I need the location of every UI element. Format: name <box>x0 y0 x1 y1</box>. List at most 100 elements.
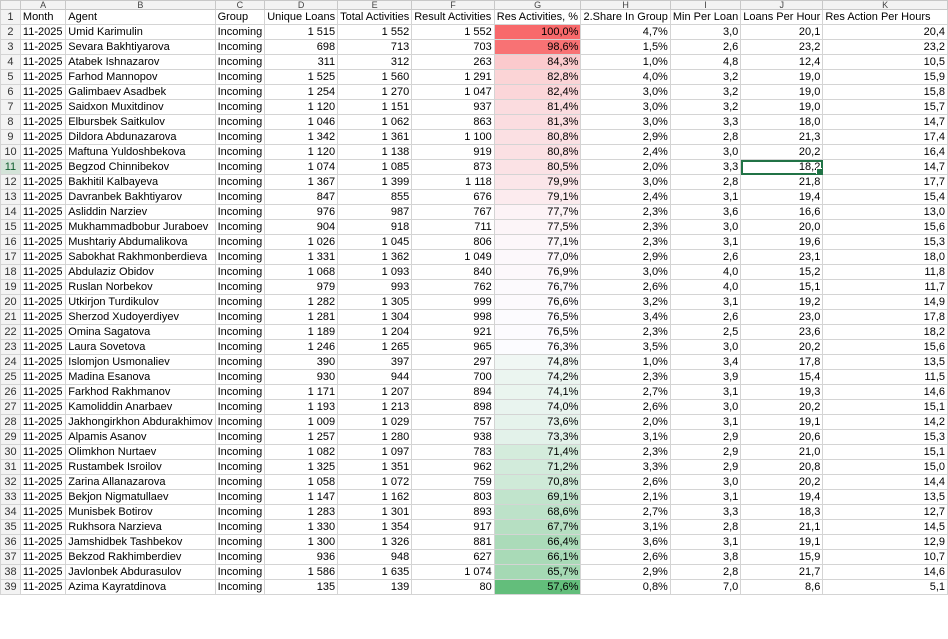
cell-res-action-per-hours[interactable]: 11,5 <box>822 369 948 385</box>
cell-agent[interactable]: Sabokhat Rakhmonberdieva <box>65 249 216 265</box>
cell-min-per-loan[interactable]: 3,8 <box>669 549 742 565</box>
cell-month[interactable]: 11-2025 <box>19 234 67 250</box>
cell-unique-loans[interactable]: 1 189 <box>264 324 339 340</box>
cell-group[interactable]: Incoming <box>214 189 266 205</box>
cell-group[interactable]: Incoming <box>214 459 266 475</box>
cell-agent[interactable]: Abdulaziz Obidov <box>65 264 216 280</box>
cell-unique-loans[interactable]: 1 331 <box>264 249 339 265</box>
cell-group[interactable]: Incoming <box>214 84 266 100</box>
cell-loans-per-hour[interactable]: 19,4 <box>740 489 824 505</box>
cell-min-per-loan[interactable]: 2,6 <box>669 309 742 325</box>
cell-total-activities[interactable]: 1 093 <box>337 264 413 280</box>
cell-min-per-loan[interactable]: 2,6 <box>669 249 742 265</box>
cell-res-action-per-hours[interactable]: 5,1 <box>822 579 948 595</box>
cell-2-share-in-group[interactable]: 2,1% <box>580 489 671 505</box>
cell-unique-loans[interactable]: 930 <box>264 369 339 385</box>
cell-month[interactable]: 11-2025 <box>19 309 67 325</box>
cell-result-activities[interactable]: 919 <box>411 144 495 160</box>
cell-res-action-per-hours[interactable]: 13,5 <box>822 354 948 370</box>
cell-group[interactable]: Incoming <box>214 324 266 340</box>
cell-2-share-in-group[interactable]: 3,6% <box>580 534 671 550</box>
cell-min-per-loan[interactable]: 2,8 <box>669 129 742 145</box>
cell-loans-per-hour[interactable]: 15,1 <box>740 279 824 295</box>
cell-loans-per-hour[interactable]: 12,4 <box>740 54 824 70</box>
cell-total-activities[interactable]: 713 <box>337 39 413 55</box>
cell-result-activities[interactable]: 1 100 <box>411 129 495 145</box>
cell-unique-loans[interactable]: 979 <box>264 279 339 295</box>
cell-total-activities[interactable]: 139 <box>337 579 413 595</box>
cell-res-activities[interactable]: 81,3% <box>493 114 582 130</box>
cell-unique-loans[interactable]: 1 193 <box>264 399 339 415</box>
cell-min-per-loan[interactable]: 3,9 <box>669 369 742 385</box>
row-number[interactable]: 27 <box>0 399 21 415</box>
cell-month[interactable]: 11-2025 <box>19 384 67 400</box>
cell-res-activities[interactable]: 76,3% <box>493 339 582 355</box>
cell-min-per-loan[interactable]: 3,1 <box>669 294 742 310</box>
cell-unique-loans[interactable]: 976 <box>264 204 339 220</box>
cell-total-activities[interactable]: 1 362 <box>337 249 413 265</box>
cell-result-activities[interactable]: 711 <box>411 219 495 235</box>
cell-res-activities[interactable]: 77,1% <box>493 234 582 250</box>
cell-total-activities[interactable]: 1 280 <box>337 429 413 445</box>
cell-agent[interactable]: Bekzod Rakhimberdiev <box>65 549 216 565</box>
cell-loans-per-hour[interactable]: 18,3 <box>740 504 824 520</box>
cell-res-action-per-hours[interactable]: 17,8 <box>822 309 948 325</box>
cell-res-action-per-hours[interactable]: 12,9 <box>822 534 948 550</box>
cell-res-action-per-hours[interactable]: 15,9 <box>822 69 948 85</box>
column-header-a[interactable]: A <box>19 0 67 10</box>
cell-loans-per-hour[interactable]: 23,1 <box>740 249 824 265</box>
cell-group[interactable]: Incoming <box>214 99 266 115</box>
cell-total-activities[interactable]: 944 <box>337 369 413 385</box>
cell-result-activities[interactable]: 917 <box>411 519 495 535</box>
cell-unique-loans[interactable]: 390 <box>264 354 339 370</box>
cell-group[interactable]: Incoming <box>214 54 266 70</box>
cell-month[interactable]: 11-2025 <box>19 189 67 205</box>
cell-unique-loans[interactable]: 1 147 <box>264 489 339 505</box>
cell-month[interactable]: 11-2025 <box>19 504 67 520</box>
cell-month[interactable]: 11-2025 <box>19 459 67 475</box>
cell-res-activities[interactable]: 80,5% <box>493 159 582 175</box>
cell-group[interactable]: Incoming <box>214 414 266 430</box>
cell-loans-per-hour[interactable]: 17,8 <box>740 354 824 370</box>
cell-min-per-loan[interactable]: 3,1 <box>669 189 742 205</box>
cell-res-action-per-hours[interactable]: 17,7 <box>822 174 948 190</box>
column-header-i[interactable]: I <box>669 0 742 10</box>
cell-agent[interactable]: Rukhsora Narzieva <box>65 519 216 535</box>
cell-loans-per-hour[interactable]: 15,4 <box>740 369 824 385</box>
cell-agent[interactable]: Umid Karimulin <box>65 24 216 40</box>
cell-res-activities[interactable]: 76,5% <box>493 324 582 340</box>
cell-result-activities[interactable]: 938 <box>411 429 495 445</box>
cell-total-activities[interactable]: 1 213 <box>337 399 413 415</box>
row-number[interactable]: 1 <box>0 9 21 25</box>
cell-month[interactable]: 11-2025 <box>19 204 67 220</box>
cell-loans-per-hour[interactable]: 19,3 <box>740 384 824 400</box>
cell-group[interactable]: Incoming <box>214 294 266 310</box>
cell-res-action-per-hours[interactable]: 18,0 <box>822 249 948 265</box>
cell-total-activities[interactable]: 1 029 <box>337 414 413 430</box>
row-number[interactable]: 25 <box>0 369 21 385</box>
cell-res-activities[interactable]: 79,9% <box>493 174 582 190</box>
cell-min-per-loan[interactable]: 2,8 <box>669 564 742 580</box>
cell-min-per-loan[interactable]: 3,2 <box>669 99 742 115</box>
cell-unique-loans[interactable]: 1 082 <box>264 444 339 460</box>
cell-2-share-in-group[interactable]: 2,4% <box>580 189 671 205</box>
cell-loans-per-hour[interactable]: 19,1 <box>740 534 824 550</box>
cell-unique-loans[interactable]: 1 300 <box>264 534 339 550</box>
cell-total-activities[interactable]: 1 304 <box>337 309 413 325</box>
cell-group[interactable]: Incoming <box>214 519 266 535</box>
cell-min-per-loan[interactable]: 3,0 <box>669 219 742 235</box>
cell-res-activities[interactable]: 57,6% <box>493 579 582 595</box>
cell-min-per-loan[interactable]: 7,0 <box>669 579 742 595</box>
row-number[interactable]: 2 <box>0 24 21 40</box>
cell-res-action-per-hours[interactable]: 14,4 <box>822 474 948 490</box>
cell-res-action-per-hours[interactable]: 11,8 <box>822 264 948 280</box>
cell-2-share-in-group[interactable]: 2,0% <box>580 414 671 430</box>
cell-2-share-in-group[interactable]: 2,7% <box>580 384 671 400</box>
row-number[interactable]: 3 <box>0 39 21 55</box>
cell-res-activities[interactable]: 66,4% <box>493 534 582 550</box>
cell-result-activities[interactable]: 1 047 <box>411 84 495 100</box>
cell-group[interactable]: Incoming <box>214 399 266 415</box>
cell-result-activities[interactable]: 1 049 <box>411 249 495 265</box>
column-header-d[interactable]: D <box>264 0 339 10</box>
cell-group[interactable]: Incoming <box>214 249 266 265</box>
